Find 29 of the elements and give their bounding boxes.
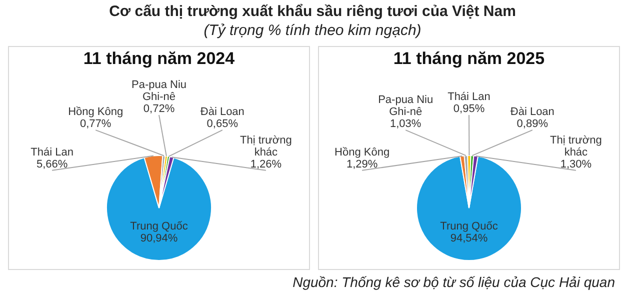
data-label: 0,72% bbox=[143, 103, 175, 115]
data-label: 90,94% bbox=[140, 232, 178, 245]
data-label: 1,29% bbox=[346, 158, 378, 170]
text: (Tỷ trọng % tính theo kim ngạch) bbox=[202, 22, 422, 39]
slice-label: Đài Loan bbox=[510, 106, 554, 118]
slice-label: Thị trường khác bbox=[550, 134, 602, 158]
data-label: 1,03% bbox=[390, 118, 422, 130]
data-label: 0,77% bbox=[80, 118, 112, 130]
data-label: 1,26% bbox=[250, 158, 282, 170]
slice-label: Thái Lan bbox=[30, 146, 74, 158]
data-label: 0,95% bbox=[453, 103, 485, 115]
text: Cơ cấu thị trường xuất khẩu sầu riêng tươi của Việt Nam bbox=[108, 3, 517, 20]
data-label: 5,66% bbox=[36, 158, 68, 170]
data-label: 0,89% bbox=[516, 118, 548, 130]
slice-label: Hồng Kông bbox=[68, 106, 124, 118]
slice-label: Thái Lan bbox=[448, 91, 490, 103]
chart-title: 11 tháng năm 2025 bbox=[392, 48, 546, 70]
slice-label: Pa-pua Niu Ghi-nê bbox=[378, 94, 434, 118]
slice-label: Pa-pua Niu Ghi-nê bbox=[131, 79, 187, 103]
slice-label: Đài Loan bbox=[200, 106, 244, 118]
chart-title: 11 tháng năm 2024 bbox=[82, 48, 236, 70]
data-label: 1,30% bbox=[560, 158, 592, 170]
slice-label: Thị trường khác bbox=[240, 134, 292, 158]
slice-label: Trung Quốc bbox=[130, 220, 188, 233]
text: Nguồn: Thống kê sơ bộ từ số liệu của Cục Hải quan bbox=[292, 274, 615, 290]
slice-label: Hồng Kông bbox=[334, 146, 390, 158]
slice-label: Trung Quốc bbox=[440, 220, 498, 233]
data-label: 0,65% bbox=[206, 118, 238, 130]
data-label: 94,54% bbox=[450, 232, 488, 245]
